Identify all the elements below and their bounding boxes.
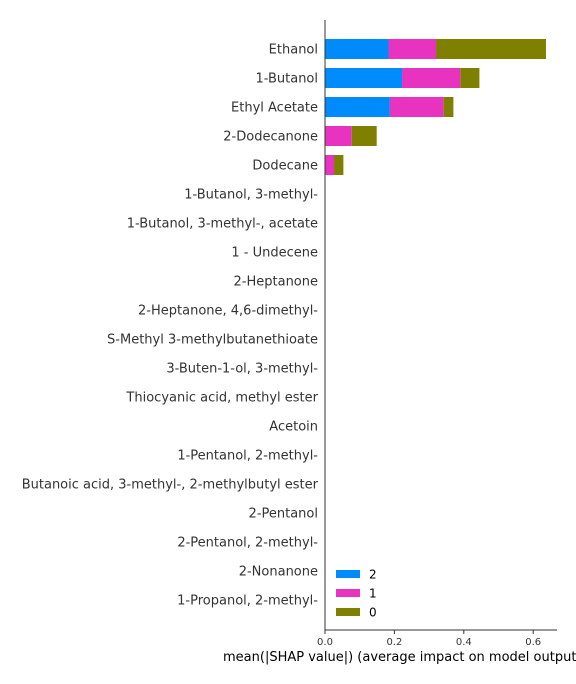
category-label: 2-Pentanol [249, 507, 318, 522]
bar-segment-series-0 [443, 97, 454, 117]
x-tick-label: 0.4 [456, 637, 472, 648]
bar-segment-series-2 [325, 68, 403, 88]
bar-segment-series-1 [389, 97, 444, 117]
category-label: 1 - Undecene [231, 246, 318, 261]
x-axis-ticks: 0.0 0.2 0.4 0.6 [317, 630, 541, 648]
category-label: S-Methyl 3-methylbutanethioate [107, 333, 318, 348]
bar-segment-series-0 [436, 39, 547, 59]
category-label: 1-Butanol, 3-methyl- [184, 188, 318, 203]
legend-swatch [336, 608, 360, 616]
category-label: 2-Dodecanone [223, 130, 318, 145]
category-label: Ethyl Acetate [231, 101, 318, 116]
bar-segment-series-0 [460, 68, 480, 88]
category-label: Butanoic acid, 3-methyl-, 2-methylbutyl … [22, 478, 319, 493]
category-label: Thiocyanic acid, methyl ester [125, 391, 318, 406]
category-label: 2-Heptanone, 4,6-dimethyl- [138, 304, 318, 319]
bar-segment-series-1 [325, 155, 335, 175]
legend: 2 1 0 [336, 568, 377, 620]
bar-segment-series-1 [402, 68, 461, 88]
plot-area [325, 39, 547, 175]
legend-label: 2 [369, 568, 377, 582]
x-tick-label: 0.0 [317, 637, 333, 648]
x-tick-label: 0.6 [525, 637, 541, 648]
category-label: 2-Heptanone [234, 275, 318, 290]
x-axis-title: mean(|SHAP value|) (average impact on mo… [223, 650, 576, 665]
bar-segment-series-1 [388, 39, 437, 59]
legend-label: 0 [369, 606, 377, 620]
category-labels: Ethanol 1-Butanol Ethyl Acetate 2-Dodecanon… [22, 43, 319, 609]
category-label: Dodecane [252, 159, 318, 174]
bar-segment-series-2 [325, 39, 389, 59]
category-label: 2-Pentanol, 2-methyl- [177, 536, 318, 551]
category-label: Acetoin [269, 420, 318, 435]
bar-segment-series-2 [325, 97, 390, 117]
legend-swatch [336, 570, 360, 578]
bar-segment-series-1 [325, 126, 352, 146]
legend-label: 1 [369, 587, 377, 601]
category-label: 1-Butanol, 3-methyl-, acetate [127, 217, 318, 232]
category-label: 2-Nonanone [239, 565, 318, 580]
x-tick-label: 0.2 [386, 637, 402, 648]
category-label: Ethanol [269, 43, 318, 58]
category-label: 1-Butanol [255, 72, 318, 87]
bar-segment-series-0 [351, 126, 377, 146]
category-label: 1-Propanol, 2-methyl- [177, 594, 318, 609]
legend-swatch [336, 589, 360, 597]
bar-segment-series-0 [334, 155, 344, 175]
category-label: 1-Pentanol, 2-methyl- [177, 449, 318, 464]
category-label: 3-Buten-1-ol, 3-methyl- [166, 362, 318, 377]
